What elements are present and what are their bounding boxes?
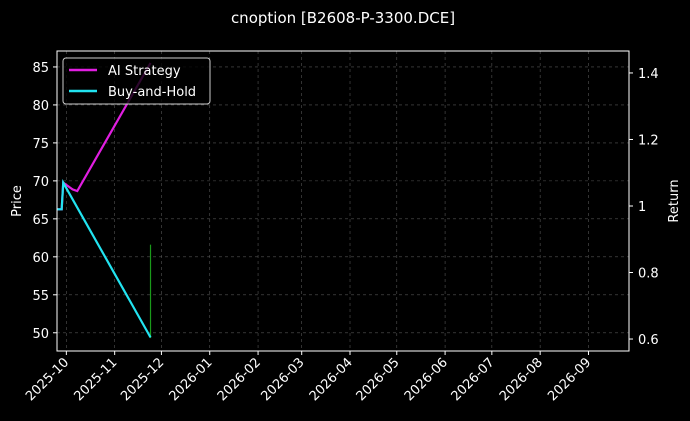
series-line: [57, 178, 152, 338]
y2-tick-label: 1.4: [638, 67, 659, 82]
y-tick-label: 85: [32, 61, 49, 76]
y2-tick-label: 0.6: [638, 333, 659, 348]
y2-tick-label: 1: [638, 200, 646, 215]
y2-axis-label: Return: [667, 179, 682, 222]
y-tick-label: 50: [32, 327, 49, 342]
y-tick-label: 65: [32, 213, 49, 228]
plot-frame: [56, 50, 630, 352]
legend-box: [62, 57, 211, 105]
y-tick-label: 60: [32, 251, 49, 266]
legend-label: Buy-and-Hold: [108, 85, 196, 100]
legend-label: AI Strategy: [108, 64, 181, 79]
y-tick-label: 80: [32, 99, 49, 114]
y2-tick-label: 1.2: [638, 133, 659, 148]
y-tick-label: 55: [32, 289, 49, 304]
y2-tick-label: 0.8: [638, 267, 659, 282]
y-tick-label: 75: [32, 137, 49, 152]
chart-title: cnoption [B2608-P-3300.DCE]: [231, 9, 455, 27]
y-axis-label: Price: [10, 185, 25, 217]
y-tick-label: 70: [32, 175, 49, 190]
